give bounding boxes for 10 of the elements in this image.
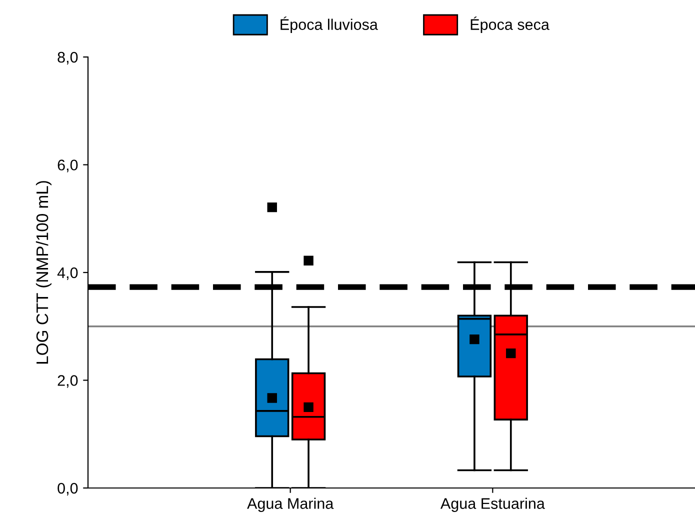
x-tick-label: Agua Marina: [247, 498, 334, 512]
y-tick-label: 4,0: [57, 267, 78, 280]
x-tick-label: Agua Estuarina: [440, 498, 545, 512]
y-tick-label: 2,0: [58, 375, 78, 388]
legend-label: Época lluviosa: [280, 16, 378, 33]
y-tick-label: 0,0: [58, 482, 78, 496]
legend-label: Época seca: [470, 16, 550, 33]
y-axis-title: LOG CTT (NMP/100 mL): [36, 181, 52, 364]
y-tick-label: 6,0: [58, 160, 78, 172]
y-tick-label: 8,0: [58, 52, 78, 64]
